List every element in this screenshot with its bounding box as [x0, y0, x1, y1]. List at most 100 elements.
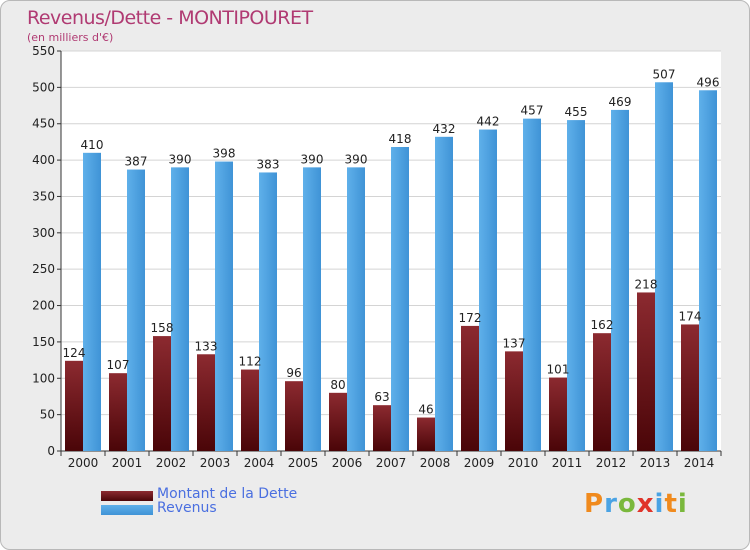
- data-label-revenus: 383: [257, 157, 280, 171]
- x-tick-label: 2013: [640, 456, 671, 470]
- data-label-revenus: 496: [697, 75, 720, 89]
- logo-letter: P: [584, 489, 605, 519]
- bar-dette: [637, 292, 655, 451]
- bar-revenus: [259, 172, 277, 452]
- data-label-revenus: 418: [389, 132, 412, 146]
- data-label-revenus: 507: [653, 67, 676, 81]
- x-tick-label: 2009: [464, 456, 495, 470]
- y-tick-label: 50: [40, 408, 55, 422]
- y-tick-label: 550: [32, 44, 55, 58]
- data-label-dette: 133: [195, 339, 218, 353]
- data-labels: 124 410 107 387 158 390 133 398 112 383 96 390 80 390…: [63, 67, 720, 416]
- data-label-revenus: 457: [521, 104, 544, 118]
- x-tick-label: 2010: [508, 456, 539, 470]
- data-label-dette: 96: [286, 366, 301, 380]
- legend-swatch-revenus: [101, 505, 153, 515]
- data-label-revenus: 390: [345, 152, 368, 166]
- bar-dette: [329, 392, 347, 451]
- x-tick-label: 2005: [288, 456, 319, 470]
- data-label-revenus: 390: [301, 152, 324, 166]
- bar-dette: [373, 405, 391, 451]
- bar-dette: [461, 325, 479, 451]
- data-label-dette: 46: [418, 403, 433, 417]
- x-tick-label: 2007: [376, 456, 407, 470]
- data-label-dette: 158: [151, 321, 174, 335]
- data-label-revenus: 390: [169, 152, 192, 166]
- x-tick-label: 2011: [552, 456, 583, 470]
- data-label-revenus: 455: [565, 105, 588, 119]
- data-label-revenus: 442: [477, 115, 500, 129]
- data-label-revenus: 410: [81, 138, 104, 152]
- y-tick-label: 350: [32, 189, 55, 203]
- bar-revenus: [83, 152, 101, 451]
- y-tick-label: 450: [32, 117, 55, 131]
- bar-revenus: [435, 136, 453, 451]
- bar-dette: [593, 333, 611, 451]
- data-label-revenus: 432: [433, 122, 456, 136]
- y-tick-label: 200: [32, 299, 55, 313]
- bar-revenus: [171, 167, 189, 451]
- bar-revenus: [347, 167, 365, 451]
- data-label-dette: 112: [239, 355, 262, 369]
- data-label-dette: 107: [107, 358, 130, 372]
- proxiti-logo: Proxiti: [584, 489, 688, 519]
- x-tick-label: 2008: [420, 456, 451, 470]
- legend-swatch-debt: [101, 491, 153, 501]
- data-label-dette: 174: [679, 309, 702, 323]
- logo-letter: i: [654, 489, 665, 519]
- data-label-dette: 63: [374, 390, 389, 404]
- bar-revenus: [127, 169, 145, 451]
- bar-revenus: [567, 120, 585, 451]
- x-tick-label: 2012: [596, 456, 627, 470]
- chart-title: Revenus/Dette - MONTIPOURET: [27, 7, 313, 29]
- data-label-dette: 172: [459, 311, 482, 325]
- bar-dette: [65, 360, 83, 451]
- bar-revenus: [391, 147, 409, 451]
- bar-dette: [109, 373, 127, 451]
- bar-dette: [153, 336, 171, 451]
- logo-letter: x: [636, 489, 655, 519]
- bar-dette: [285, 381, 303, 451]
- logo-letter: o: [617, 489, 637, 519]
- chart-unit-subtitle: (en milliers d'€): [27, 31, 114, 44]
- x-tick-label: 2003: [200, 456, 231, 470]
- data-label-revenus: 387: [125, 155, 148, 169]
- bar-dette: [197, 354, 215, 451]
- data-label-dette: 162: [591, 318, 614, 332]
- data-label-dette: 137: [503, 336, 526, 350]
- bar-revenus: [303, 167, 321, 451]
- x-tick-label: 2006: [332, 456, 363, 470]
- bar-dette: [549, 377, 567, 451]
- bar-revenus: [479, 129, 497, 451]
- data-label-revenus: 398: [213, 147, 236, 161]
- y-tick-label: 100: [32, 371, 55, 385]
- data-label-dette: 101: [547, 363, 570, 377]
- bar-dette: [241, 369, 259, 451]
- x-tick-label: 2002: [156, 456, 187, 470]
- data-label-revenus: 469: [609, 95, 632, 109]
- legend-label-revenus: Revenus: [157, 500, 217, 516]
- data-label-dette: 80: [330, 378, 345, 392]
- data-label-dette: 218: [635, 277, 658, 291]
- data-label-dette: 124: [63, 346, 86, 360]
- bar-revenus: [699, 90, 717, 451]
- bars: [65, 82, 717, 452]
- x-tick-label: 2001: [112, 456, 143, 470]
- bar-revenus: [215, 161, 233, 451]
- bar-revenus: [523, 118, 541, 452]
- y-tick-label: 400: [32, 153, 55, 167]
- y-tick-label: 250: [32, 262, 55, 276]
- bar-dette: [417, 417, 435, 451]
- logo-letter: i: [677, 489, 688, 519]
- bar-dette: [505, 351, 523, 451]
- x-tick-label: 2014: [684, 456, 715, 470]
- bar-revenus: [611, 109, 629, 451]
- y-tick-label: 150: [32, 335, 55, 349]
- logo-letter: t: [664, 489, 678, 519]
- bar-revenus: [655, 82, 673, 451]
- x-tick-label: 2000: [68, 456, 99, 470]
- legend-label-debt: Montant de la Dette: [157, 486, 298, 502]
- bar-dette: [681, 324, 699, 451]
